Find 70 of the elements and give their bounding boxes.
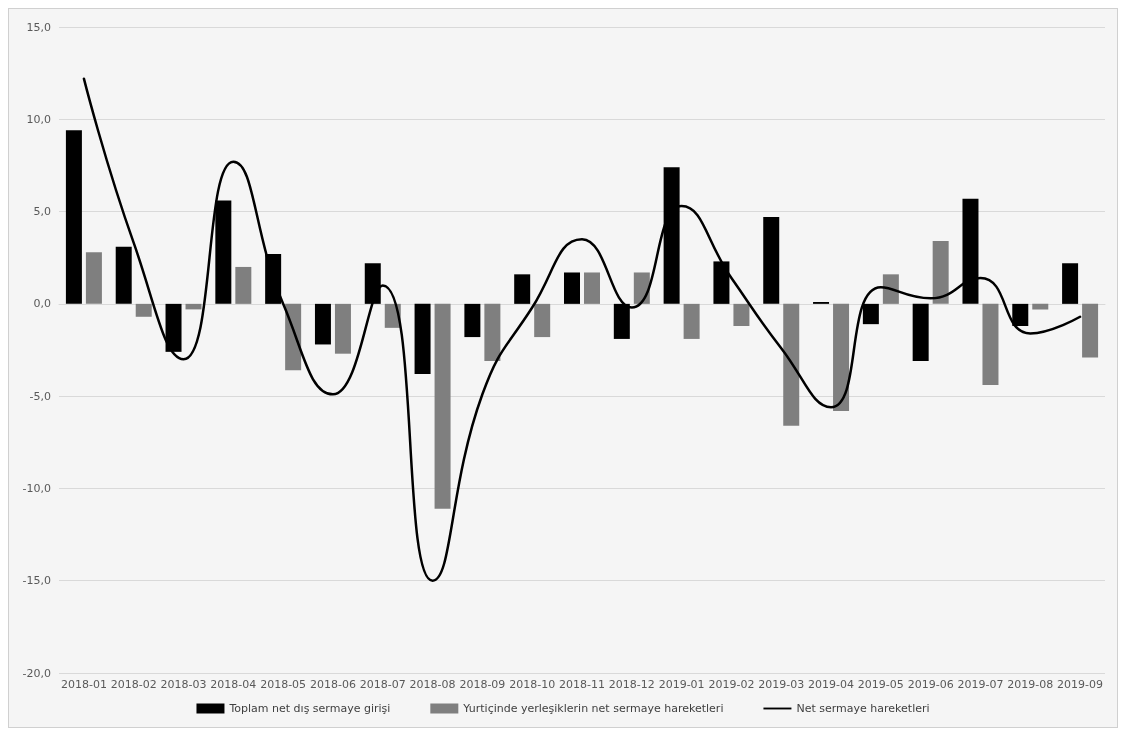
bar	[613, 303, 630, 339]
bar	[912, 303, 929, 362]
x-tick-label: 2018-04	[210, 678, 257, 691]
x-tick-label: 2018-02	[110, 678, 157, 691]
y-tick-label: 10,0	[26, 112, 51, 126]
bar	[434, 303, 451, 509]
bar	[1082, 303, 1099, 358]
bar	[334, 303, 351, 354]
y-tick-label: 0,0	[33, 297, 51, 311]
y-tick-label: -5,0	[29, 389, 51, 403]
bar	[185, 303, 202, 310]
bar	[932, 241, 949, 304]
bar	[1032, 303, 1049, 310]
x-tick-label: 2019-05	[857, 678, 904, 691]
x-tick-label: 2018-08	[409, 678, 456, 691]
x-tick-label: 2018-11	[559, 678, 605, 691]
x-tick-label: 2018-06	[309, 678, 356, 691]
x-tick-label: 2018-03	[160, 678, 207, 691]
x-tick-label: 2019-06	[907, 678, 954, 691]
bar	[115, 246, 132, 304]
x-tick-label: 2019-07	[957, 678, 1004, 691]
x-tick-label: 2018-07	[359, 678, 406, 691]
bar	[783, 303, 800, 426]
x-tick-label: 2019-04	[808, 678, 855, 691]
bar	[65, 130, 82, 304]
x-tick-label: 2018-01	[60, 678, 107, 691]
bar	[484, 303, 501, 362]
bar	[882, 274, 899, 304]
bar	[862, 303, 879, 325]
x-tick-label: 2018-05	[260, 678, 307, 691]
bar	[663, 167, 680, 304]
bar	[733, 303, 750, 327]
x-tick-label: 2018-10	[509, 678, 556, 691]
x-tick-label: 2018-12	[608, 678, 655, 691]
x-tick-label: 2018-09	[459, 678, 506, 691]
bar	[564, 272, 580, 304]
bar	[414, 303, 431, 374]
bar	[464, 303, 481, 338]
x-tick-label: 2019-02	[708, 678, 755, 691]
bar	[763, 217, 780, 304]
bar	[235, 266, 252, 304]
y-tick-label: -20,0	[22, 666, 51, 680]
y-tick-label: -10,0	[22, 481, 51, 495]
bar	[584, 272, 600, 304]
bar	[314, 303, 331, 345]
legend-label: Net sermaye hareketleri	[796, 702, 930, 715]
bar	[683, 303, 700, 339]
x-tick-label: 2019-09	[1057, 678, 1104, 691]
x-tick-label: 2019-01	[658, 678, 705, 691]
legend-label: Yurtiçinde yerleşiklerin net sermaye hareketleri	[462, 702, 724, 715]
x-tick-label: 2019-03	[758, 678, 805, 691]
bar	[962, 198, 979, 304]
y-tick-label: -15,0	[22, 574, 51, 588]
bar	[1012, 303, 1029, 327]
bar	[165, 303, 182, 352]
y-tick-label: 5,0	[33, 205, 51, 219]
bar	[833, 303, 850, 411]
bar	[135, 303, 152, 317]
bar	[534, 303, 551, 338]
bar	[982, 303, 999, 386]
bar	[85, 252, 102, 304]
bar	[713, 261, 730, 304]
y-tick-label: 15,0	[26, 20, 51, 34]
x-tick-label: 2019-08	[1007, 678, 1054, 691]
bar	[215, 200, 232, 304]
line-series	[82, 77, 1082, 582]
bar	[1062, 263, 1079, 304]
legend-label: Toplam net dış sermaye girişi	[228, 702, 391, 715]
bar	[514, 274, 531, 304]
bar	[364, 263, 381, 304]
